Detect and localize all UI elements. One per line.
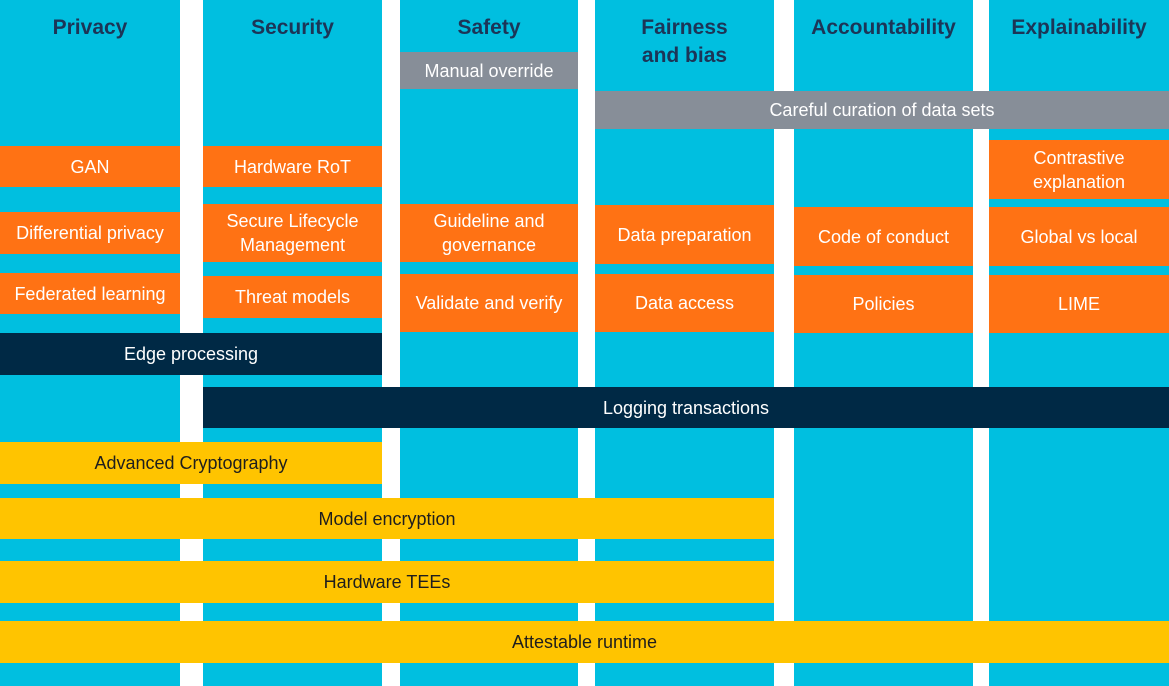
threat-models-box: Threat models [203,276,382,318]
federated-learning-box: Federated learning [0,273,180,314]
hardware-tees-bar: Hardware TEEs [0,561,774,603]
column-title-security: Security [251,16,334,39]
column-title-fairness-and-bias: Fairness and bias [641,16,728,67]
global-vs-local-box: Global vs local [989,207,1169,266]
edge-processing-bar: Edge processing [0,333,382,375]
lime-box: LIME [989,275,1169,333]
logging-transactions-bar: Logging transactions [203,387,1169,428]
column-title-privacy: Privacy [52,16,128,39]
validate-verify-box: Validate and verify [400,274,578,332]
data-access-box: Data access [595,274,774,332]
differential-privacy-box: Differential privacy [0,212,180,254]
column-title-explainability: Explainability [1011,16,1147,39]
column-title-safety: Safety [457,16,521,39]
data-preparation-box: Data preparation [595,205,774,264]
careful-curation-bar: Careful curation of data sets [595,91,1169,129]
advanced-cryptography-bar: Advanced Cryptography [0,442,382,484]
hardware-rot-box: Hardware RoT [203,146,382,187]
model-encryption-bar: Model encryption [0,498,774,539]
secure-lifecycle-box: Secure Lifecycle Management [203,204,382,262]
manual-override-box: Manual override [400,52,578,89]
guideline-governance-box: Guideline and governance [400,204,578,262]
gan-box: GAN [0,146,180,187]
policies-box: Policies [794,275,973,333]
attestable-runtime-bar: Attestable runtime [0,621,1169,663]
contrastive-explanation-box: Contrastive explanation [989,140,1169,199]
column-title-accountability: Accountability [811,16,956,39]
code-of-conduct-box: Code of conduct [794,207,973,266]
